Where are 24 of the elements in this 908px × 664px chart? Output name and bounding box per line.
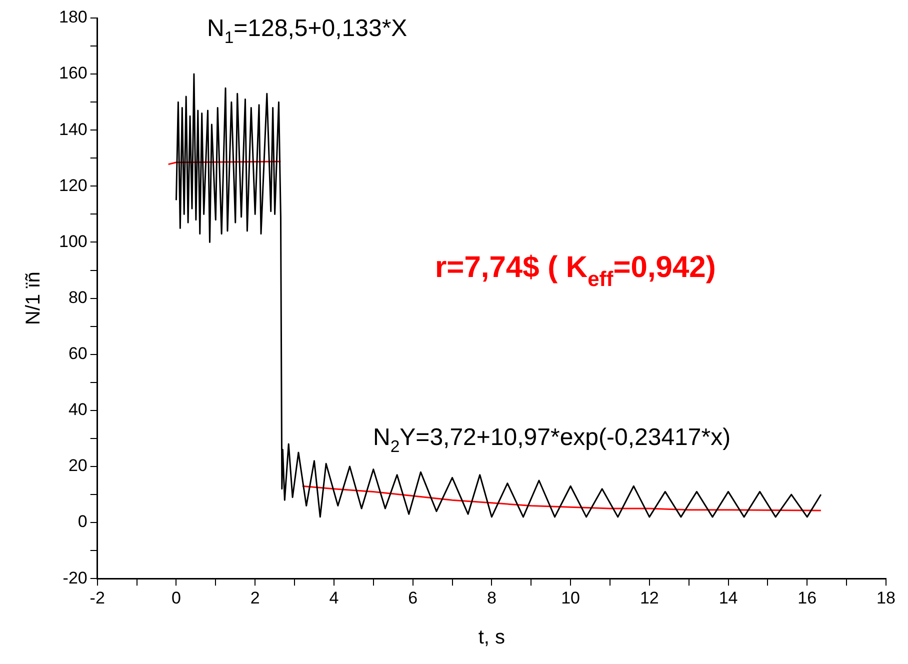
x-tick-label: 10 bbox=[561, 588, 580, 608]
y-tick-label: 160 bbox=[58, 64, 88, 83]
y-tick-label: 40 bbox=[68, 400, 88, 420]
y-tick-label: 140 bbox=[58, 120, 88, 139]
y-tick-label: 180 bbox=[58, 8, 88, 27]
y-tick-label: -20 bbox=[62, 568, 88, 588]
x-tick-label: 0 bbox=[171, 588, 181, 608]
y-tick-label: 20 bbox=[68, 456, 88, 476]
x-tick-label: 12 bbox=[640, 588, 659, 608]
x-tick-label: 2 bbox=[250, 588, 260, 608]
x-tick-label: 6 bbox=[408, 588, 418, 608]
x-tick-label: 8 bbox=[486, 588, 496, 608]
x-tick-label: 4 bbox=[329, 588, 339, 608]
y-tick-label: 120 bbox=[58, 176, 88, 195]
x-tick-label: 14 bbox=[718, 588, 738, 608]
x-tick-label: 18 bbox=[876, 588, 896, 608]
y-tick-label: 60 bbox=[68, 344, 88, 364]
x-axis-title: t, s bbox=[478, 626, 506, 649]
y-tick-label: 100 bbox=[58, 232, 88, 251]
x-tick-label: -2 bbox=[90, 588, 105, 608]
y-tick-label: 0 bbox=[78, 512, 88, 532]
x-tick-label: 16 bbox=[798, 588, 817, 608]
y-tick-label: 80 bbox=[68, 288, 88, 307]
y-axis-title: N/1 ïñ bbox=[22, 272, 45, 325]
